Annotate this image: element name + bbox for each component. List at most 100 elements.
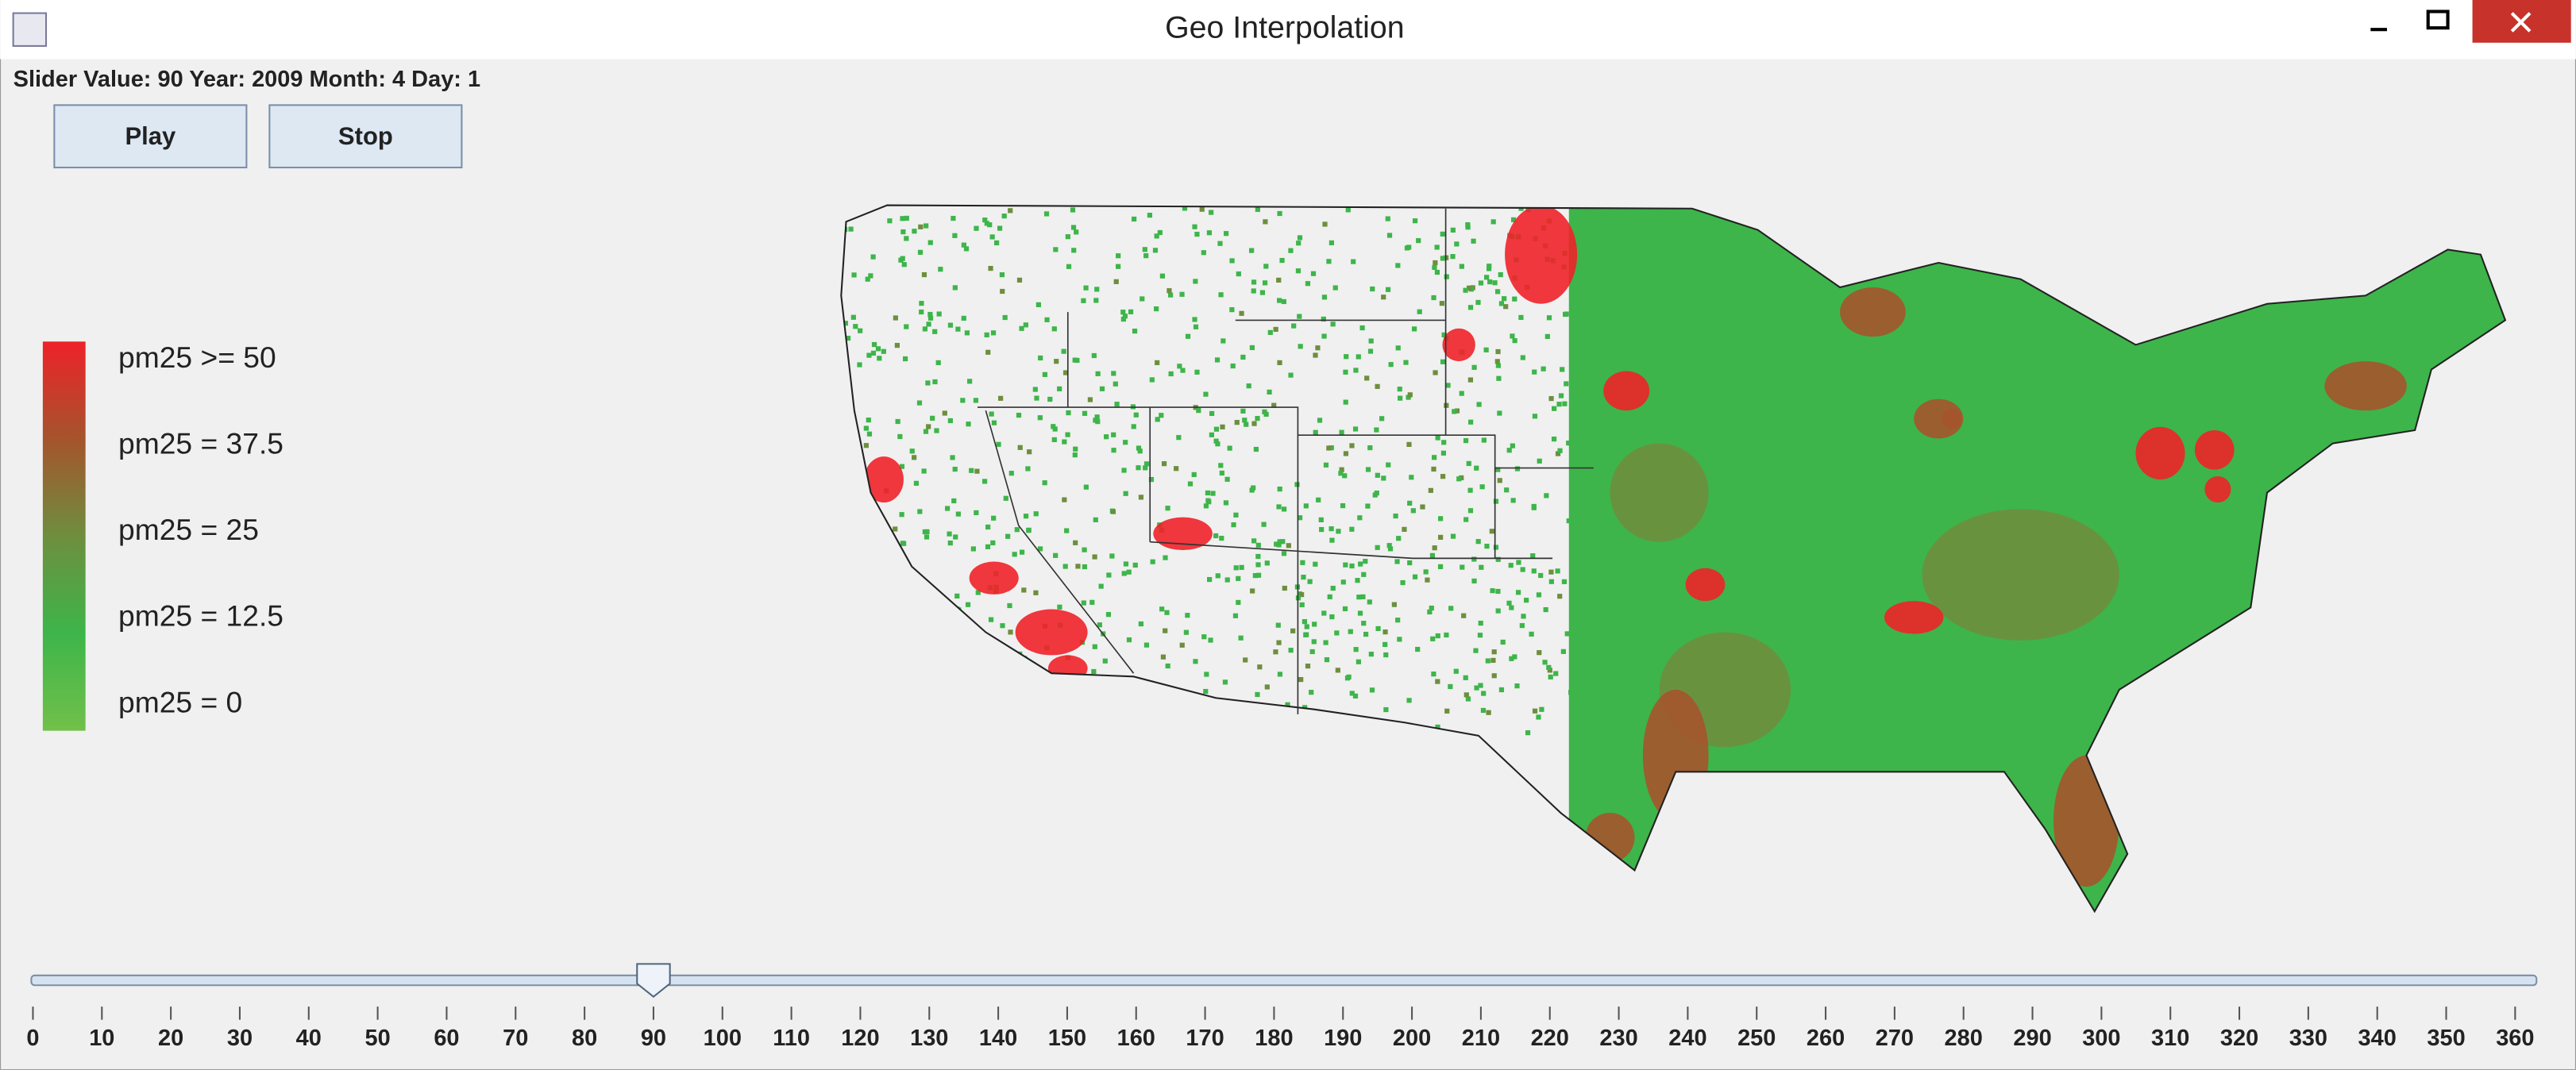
map-dot: [1530, 553, 1536, 559]
slider-tick-label: 210: [1462, 1026, 1500, 1051]
map-dot: [1201, 250, 1206, 256]
map-dot: [1255, 562, 1261, 568]
map-dot: [1551, 437, 1557, 442]
map-dot: [1441, 332, 1447, 338]
map-dot: [1510, 217, 1517, 222]
map-dot: [927, 311, 933, 318]
map-dot: [1311, 639, 1317, 645]
map-dot: [1493, 545, 1499, 550]
map-dot: [1209, 410, 1215, 417]
map-dot: [1363, 559, 1368, 564]
us-outline: [840, 204, 2507, 914]
map-dot: [1491, 649, 1497, 655]
map-dot: [987, 222, 993, 228]
map-dot: [1120, 316, 1126, 322]
map-dot: [897, 433, 903, 440]
map-dot: [961, 242, 966, 248]
map-dot: [1003, 495, 1008, 501]
map-dot: [1123, 561, 1129, 567]
slider-tick-label: 20: [158, 1026, 183, 1051]
pollution-area: [1610, 443, 1709, 542]
map-dot: [960, 398, 966, 403]
map-dot: [927, 315, 934, 321]
map-dot: [1394, 559, 1400, 564]
map-dot: [845, 335, 851, 341]
map-dot: [1344, 354, 1349, 360]
map-dot: [1196, 408, 1201, 414]
map-dot: [1313, 352, 1318, 358]
map-dot: [1330, 585, 1336, 591]
map-dot: [899, 512, 904, 518]
map-dot: [1097, 622, 1102, 628]
map-dot: [871, 341, 877, 348]
map-dot: [1214, 357, 1221, 363]
map-dot: [1495, 556, 1501, 562]
button[interactable]: Stop: [268, 104, 463, 169]
maximize-button[interactable]: [2426, 10, 2450, 30]
map-dot: [1157, 229, 1163, 236]
map-dot: [1396, 536, 1402, 541]
map-dot: [1427, 609, 1433, 615]
map-dot: [1201, 634, 1207, 640]
map-dot: [900, 256, 905, 261]
map-dot: [1277, 210, 1282, 217]
button[interactable]: Play: [53, 104, 248, 169]
map-dot: [1564, 381, 1569, 387]
map-dot: [985, 349, 991, 355]
map-dot: [951, 215, 956, 221]
map-dot: [1301, 619, 1308, 625]
map-dot: [1407, 500, 1413, 506]
map-dot: [1543, 606, 1548, 613]
map-dot: [1440, 474, 1446, 479]
map-dot: [902, 356, 908, 362]
map-dot: [1257, 664, 1263, 670]
map-dot: [952, 285, 958, 291]
map-dot: [893, 526, 898, 532]
close-icon: [2510, 12, 2532, 33]
map-dot: [1342, 473, 1348, 479]
map-dot: [1143, 642, 1150, 648]
map-dot: [1193, 324, 1199, 329]
map-dot: [863, 425, 869, 431]
map-dot: [1367, 348, 1374, 354]
map-dot: [1209, 432, 1214, 437]
map-dot: [1094, 414, 1100, 420]
map-dot: [1263, 264, 1269, 269]
map-dot: [1177, 364, 1182, 369]
map-dot: [1403, 360, 1409, 365]
map-dot: [912, 229, 917, 234]
map-dot: [1075, 564, 1081, 569]
map-dot: [990, 330, 997, 336]
map-dot: [1081, 298, 1086, 303]
map-dot: [996, 441, 1001, 447]
map-dot: [1397, 637, 1402, 642]
map-dot: [1343, 399, 1348, 405]
map-dot: [1504, 487, 1510, 493]
map-dot: [1486, 266, 1492, 271]
map-dot: [1365, 467, 1371, 472]
map-dot: [1174, 466, 1179, 471]
map-dot: [1353, 647, 1359, 652]
slider-thumb[interactable]: [636, 963, 671, 999]
map-dot: [1375, 625, 1381, 632]
map-dot: [1327, 594, 1332, 599]
map-dot: [1338, 471, 1344, 476]
map-dot: [1468, 419, 1474, 425]
map-dot: [1383, 706, 1389, 713]
map-dot: [1566, 518, 1571, 524]
map-dot: [945, 506, 951, 511]
map-dot: [1444, 708, 1450, 714]
map-dot: [1490, 219, 1496, 225]
map-dot: [1317, 418, 1323, 423]
pollution-area: [1922, 509, 2119, 641]
map-dot: [1143, 461, 1150, 467]
map-dot: [1281, 506, 1287, 512]
slider-tick-label: 170: [1186, 1026, 1224, 1051]
pollution-area: [2135, 426, 2185, 480]
map-dot: [1098, 583, 1104, 589]
map-dot: [1340, 579, 1346, 585]
map-dot: [1328, 526, 1334, 532]
map-dot: [1546, 315, 1552, 321]
map-dot: [1506, 448, 1512, 453]
map-dot: [1445, 383, 1451, 388]
